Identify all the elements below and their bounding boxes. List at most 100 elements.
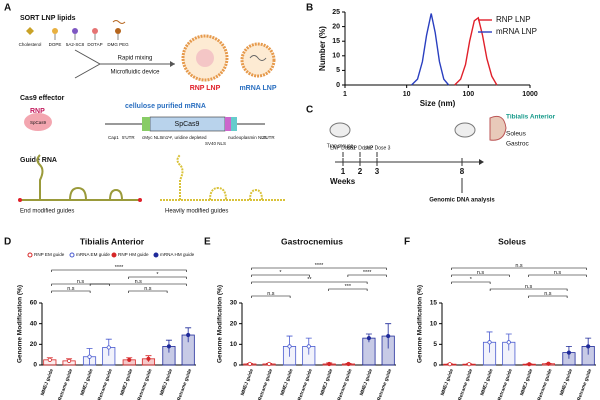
guide-rna <box>160 154 285 201</box>
y-tick-label: 60 <box>30 300 38 307</box>
x-tick-label: Retrame guide <box>137 368 154 400</box>
sig-label: n.s <box>554 270 562 276</box>
sig-label: n.s <box>544 291 552 297</box>
sig-label: *** <box>345 284 352 290</box>
y-tick-label: 0 <box>433 362 437 369</box>
part-label: cMyc NLS <box>142 135 163 140</box>
dose-label: LNP Dose 3 <box>364 145 391 151</box>
y-tick-label: 20 <box>230 320 238 327</box>
sig-label: n.s <box>515 263 523 269</box>
week-label: 2 <box>358 167 363 176</box>
x-tick-label: Retrame guide <box>537 368 554 400</box>
sig-bracket <box>128 276 187 279</box>
point <box>527 362 532 367</box>
lipid-icons <box>26 20 126 40</box>
muscle-icon <box>489 115 507 141</box>
dose-label: LNP Dose1 <box>330 145 356 151</box>
heading: Cas9 effector <box>20 95 65 102</box>
x-tick-label: MMEJ guide <box>559 368 574 397</box>
point <box>366 336 372 341</box>
rnp-label: RNP <box>30 108 45 115</box>
mouse-icon <box>454 122 476 138</box>
sig-label: **** <box>363 270 372 276</box>
x-tick-label: Retrame guide <box>257 368 274 400</box>
heading: SORT LNP lipids <box>20 15 76 22</box>
sig-bracket <box>489 288 568 291</box>
sig-bracket <box>528 274 587 277</box>
part-label: Cap1 <box>108 135 119 140</box>
x-axis-label: Size (nm) <box>420 99 456 108</box>
x-tick-label: MMEJ guide <box>40 368 55 397</box>
y-tick-label: 10 <box>230 341 238 348</box>
point <box>546 361 551 366</box>
legend-marker <box>153 252 159 258</box>
x-tick-label: 10 <box>403 91 411 98</box>
line <box>411 13 450 86</box>
chart-title: Soleus <box>498 236 526 246</box>
point <box>66 358 72 363</box>
point <box>487 340 492 345</box>
icon <box>52 28 58 34</box>
y-tick-label: 5 <box>336 67 340 74</box>
icon <box>115 28 121 34</box>
y-axis-label: Genome Modification (%) <box>217 285 224 363</box>
x-tick-label: MMEJ guide <box>319 368 334 397</box>
sig-bracket <box>451 281 491 284</box>
legend-marker <box>111 252 117 258</box>
sig-label: * <box>279 270 282 276</box>
x-tick-label: Retrame guide <box>376 368 393 400</box>
sig-bracket <box>451 274 510 277</box>
sig-label: **** <box>115 265 124 271</box>
sig-bracket <box>347 274 387 277</box>
legend-label: RNP EM guide <box>34 252 65 257</box>
part-label: 3'UTR <box>262 135 275 140</box>
sig-bracket <box>328 288 368 291</box>
lipid-label: Cholesterol <box>19 42 42 47</box>
part-label: SV40 NLS <box>205 141 226 146</box>
legend-label: RNP HM guide <box>118 252 149 257</box>
point <box>146 356 151 361</box>
part-label: 5'UTR <box>122 135 135 140</box>
mrna-label: cellulose purified mRNA <box>125 103 206 110</box>
sig-bracket <box>451 267 587 270</box>
arrow <box>74 49 175 79</box>
lipid-label: DMG PEG <box>107 42 129 47</box>
y-tick-label: 0 <box>233 362 237 369</box>
sig-label: * <box>470 277 473 283</box>
construct <box>231 117 237 131</box>
tissue-label: Tibialis Anterior <box>506 114 556 121</box>
panel-label: B <box>306 3 313 14</box>
modification <box>138 198 142 202</box>
y-axis-label: Number (%) <box>318 26 327 71</box>
legend-label: mRNA HM guide <box>160 252 195 257</box>
process-label: Microfluidic device <box>110 70 160 76</box>
point <box>106 345 111 350</box>
x-tick-label: Retrame guide <box>297 368 314 400</box>
x-tick-label: Retrame guide <box>97 368 114 400</box>
x-tick-label: Retrame guide <box>57 368 74 400</box>
construct-label: SpCas9 <box>175 121 200 128</box>
point <box>127 357 132 362</box>
point <box>327 361 332 367</box>
x-tick-label: MMEJ guide <box>159 368 174 397</box>
x-tick-label: MMEJ guide <box>359 368 374 397</box>
weeks-label: Weeks <box>330 177 356 186</box>
week-label: 1 <box>341 167 346 176</box>
lnp-core <box>249 55 267 61</box>
x-tick-label: MMEJ guide <box>119 368 134 397</box>
sig-label: n.s <box>135 279 143 285</box>
mouse-icon <box>329 122 351 138</box>
guide-label: Heavily modified guides <box>165 209 228 215</box>
point <box>386 333 391 339</box>
x-tick-label: Retrame guide <box>576 368 593 400</box>
x-tick-label: 100 <box>462 91 474 98</box>
construct <box>225 117 231 131</box>
point <box>287 344 292 349</box>
lipid-label: DOPE <box>49 42 62 47</box>
panel-label: A <box>4 3 11 14</box>
y-tick-label: 10 <box>430 320 438 327</box>
tissue-label: Soleus <box>506 131 527 138</box>
sig-label: ** <box>307 277 312 283</box>
rnp-protein: SpCas9 <box>30 120 47 125</box>
